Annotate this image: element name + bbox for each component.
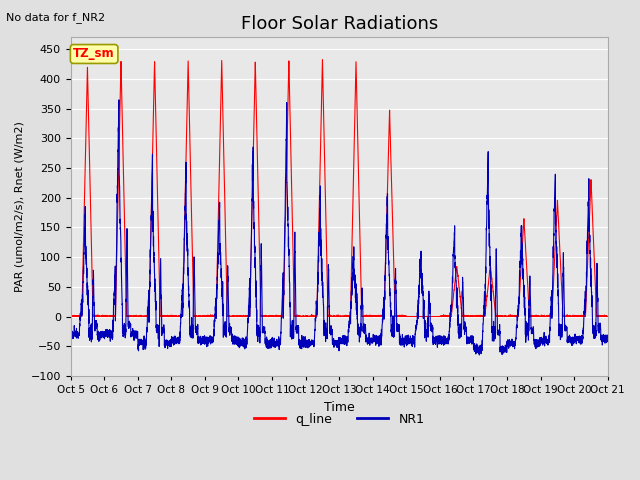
q_line — [179, 313, 186, 319]
Text: TZ_sm: TZ_sm — [74, 48, 115, 60]
q_line — [67, 313, 75, 319]
NR1 — [486, 268, 494, 274]
Title: Floor Solar Radiations: Floor Solar Radiations — [241, 15, 438, 33]
Line: NR1: NR1 — [70, 100, 608, 355]
NR1 — [67, 333, 74, 338]
q_line — [527, 313, 534, 319]
X-axis label: Time: Time — [324, 400, 355, 413]
Line: q_line: q_line — [70, 60, 608, 316]
q_line — [604, 313, 612, 319]
NR1 — [115, 97, 123, 103]
NR1 — [527, 308, 534, 313]
q_line — [67, 313, 74, 319]
NR1 — [513, 322, 521, 328]
NR1 — [388, 324, 396, 330]
NR1 — [476, 352, 483, 358]
q_line — [513, 313, 521, 319]
q_line — [486, 264, 494, 269]
Legend: q_line, NR1: q_line, NR1 — [249, 408, 429, 431]
NR1 — [604, 338, 612, 344]
NR1 — [179, 297, 186, 303]
q_line — [388, 194, 396, 200]
NR1 — [359, 316, 367, 322]
q_line — [359, 313, 367, 319]
Text: No data for f_NR2: No data for f_NR2 — [6, 12, 106, 23]
Y-axis label: PAR (umol/m2/s), Rnet (W/m2): PAR (umol/m2/s), Rnet (W/m2) — [15, 121, 25, 292]
q_line — [319, 57, 326, 62]
